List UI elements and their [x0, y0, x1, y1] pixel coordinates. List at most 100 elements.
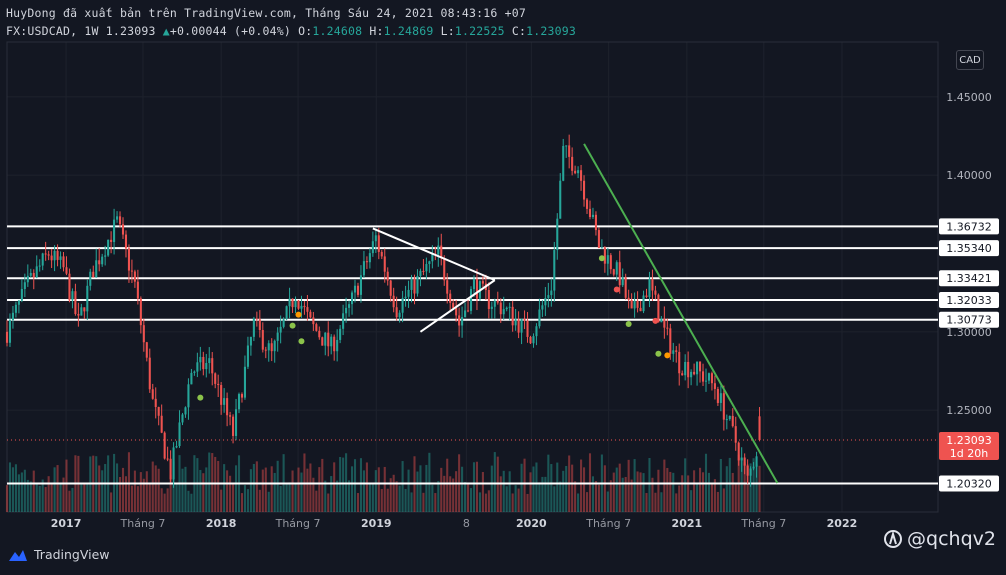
volume-bar — [339, 456, 342, 512]
author-watermark: @qchqv2 — [883, 528, 996, 550]
volume-bar — [101, 470, 104, 512]
candle-body — [526, 320, 529, 337]
candle-body — [80, 307, 83, 316]
level-label-box — [939, 475, 999, 492]
candle-body — [98, 260, 101, 265]
ohlc-legend: FX:USDCAD, 1W 1.23093 ▲+0.00044 (+0.04%)… — [6, 24, 576, 38]
candle-body — [722, 393, 725, 420]
volume-bar — [633, 459, 636, 512]
volume-bar — [446, 458, 449, 512]
candle-body — [327, 332, 330, 347]
volume-bar — [553, 486, 556, 512]
volume-bar — [327, 493, 330, 512]
candle-body — [615, 262, 618, 275]
tradingview-brand[interactable]: TradingView — [8, 547, 110, 562]
trendline — [372, 227, 496, 282]
volume-bar — [142, 478, 145, 512]
volume-bar — [684, 458, 687, 512]
candle-body — [556, 218, 559, 251]
candle-body — [696, 361, 699, 375]
volume-bar — [621, 477, 624, 512]
candle-body — [419, 270, 422, 277]
last-value: 1.23093 — [105, 24, 156, 38]
candle-body — [95, 260, 98, 278]
candle-body — [392, 295, 395, 308]
candle-body — [214, 373, 217, 384]
volume-bar — [648, 457, 651, 512]
candle-body — [535, 326, 538, 337]
volume-bar — [410, 492, 413, 512]
tradingview-logo-icon — [9, 549, 27, 561]
candle-body — [196, 362, 199, 372]
candle-body — [377, 235, 380, 252]
candle-body — [68, 273, 71, 301]
candle-body — [163, 432, 166, 459]
volume-bar — [279, 486, 282, 512]
candle-body — [704, 380, 708, 382]
volume-bar — [681, 475, 684, 512]
volume-bar — [484, 493, 487, 512]
volume-bar — [130, 485, 133, 512]
volume-bar — [627, 459, 630, 512]
volume-bar — [606, 491, 609, 512]
volume-bar — [124, 476, 128, 512]
candle-body — [690, 371, 693, 378]
volume-bar — [693, 470, 696, 512]
candle-body — [229, 415, 232, 417]
volume-bar — [163, 493, 166, 512]
volume-bar — [184, 466, 187, 512]
volume-bar — [288, 482, 291, 512]
close-value: 1.23093 — [526, 24, 576, 38]
candle-body — [121, 224, 125, 235]
volume-bar — [32, 470, 35, 512]
candle-body — [562, 145, 565, 181]
volume-bar — [639, 472, 642, 512]
candle-body — [425, 264, 428, 272]
volume-bar — [710, 483, 713, 512]
candle-body — [193, 371, 196, 373]
volume-bar — [502, 470, 505, 512]
volume-bar — [217, 460, 220, 512]
volume-bar — [719, 458, 722, 512]
candle-body — [151, 389, 154, 399]
candle-body — [502, 309, 505, 315]
trendlines — [372, 143, 779, 484]
candle-body — [50, 255, 53, 261]
candle-body — [663, 318, 666, 328]
candle-body — [654, 290, 657, 295]
countdown-label: 1d 20h — [950, 447, 988, 460]
volume-bar — [223, 464, 226, 512]
volume-bar — [333, 462, 336, 512]
currency-badge[interactable]: CAD — [956, 50, 984, 70]
low-value: 1.22525 — [454, 24, 505, 38]
volume-bar — [226, 470, 229, 512]
volume-bar — [505, 486, 508, 512]
signal-dot — [295, 311, 302, 318]
volume-bar — [437, 481, 440, 512]
volume-bar — [330, 476, 333, 512]
candle-body — [684, 361, 687, 376]
volume-bar — [452, 478, 455, 512]
volume-bar — [386, 488, 389, 512]
time-tick-label: Tháng 7 — [120, 517, 166, 530]
candle-body — [410, 278, 413, 290]
candle-body — [701, 371, 705, 382]
candle-body — [199, 356, 202, 363]
candle-body — [234, 409, 238, 436]
candle-body — [380, 251, 383, 257]
price-tick-label: 1.25000 — [946, 404, 992, 417]
volume-bar — [404, 488, 407, 512]
candle-body — [544, 298, 547, 306]
volume-bar — [517, 488, 520, 512]
candle-body — [35, 266, 38, 278]
volume-bar — [455, 471, 458, 512]
candle-body — [65, 267, 68, 274]
candle-body — [17, 300, 20, 305]
volume-bar — [291, 470, 294, 512]
candle-body — [139, 298, 142, 326]
volume-bar — [133, 470, 136, 512]
candle-body — [217, 383, 220, 386]
volume-bar — [701, 472, 705, 512]
